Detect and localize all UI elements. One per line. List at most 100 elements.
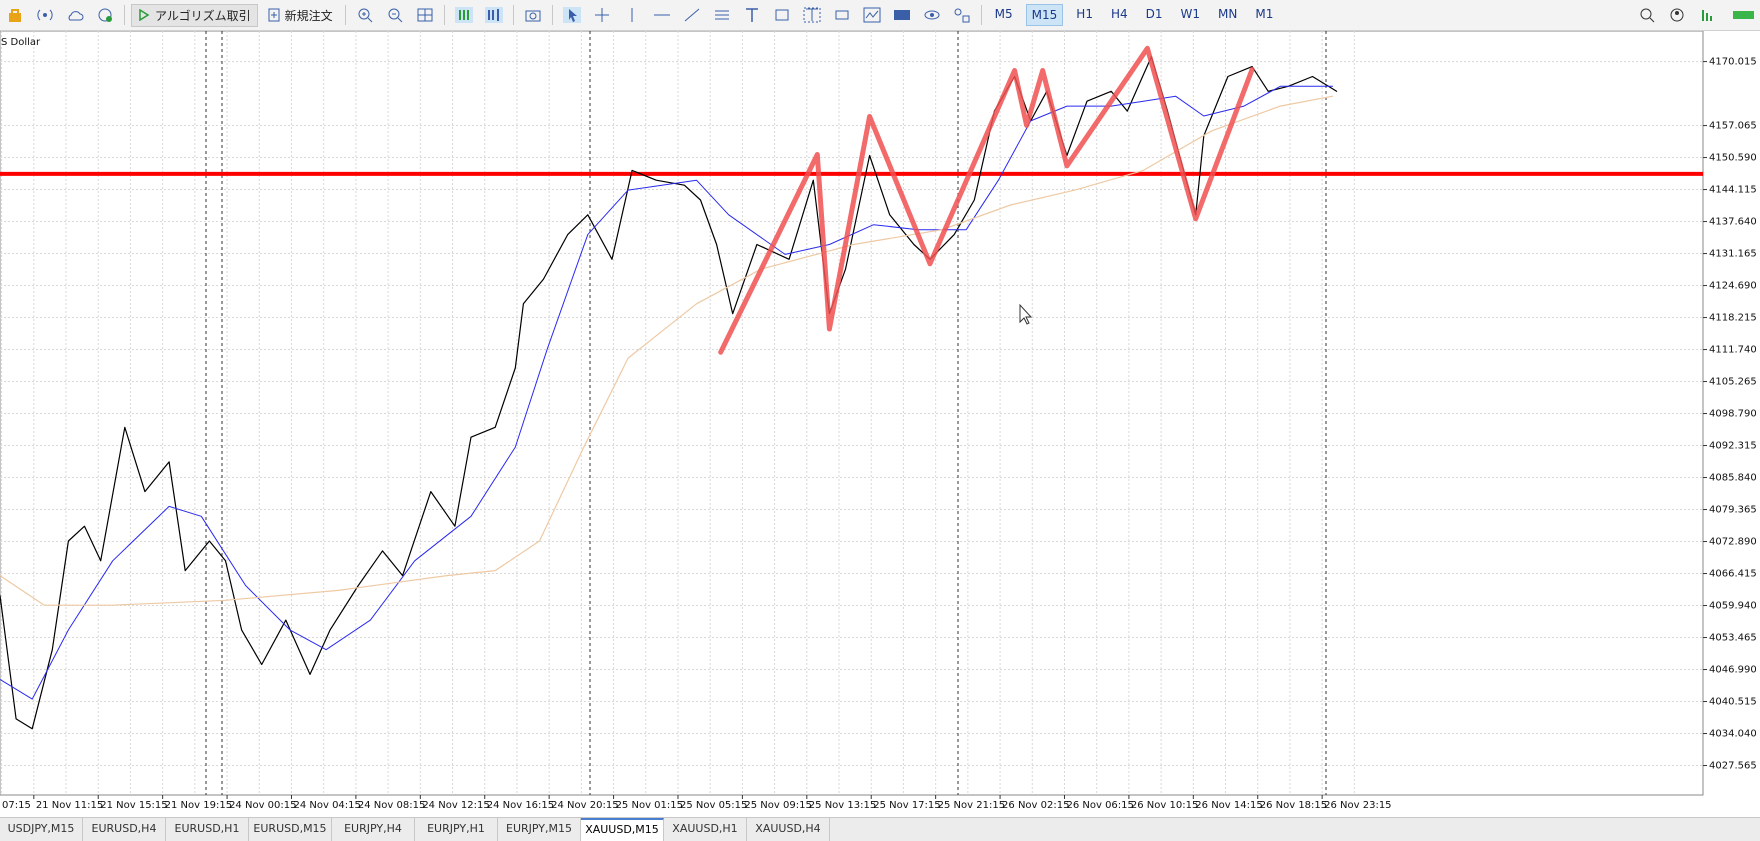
chart-tab[interactable]: EURJPY,H1 [415,818,498,841]
chart-tab[interactable]: EURJPY,M15 [498,818,581,841]
y-tick-label: 4170.015 [1709,57,1757,68]
y-tick-label: 4150.590 [1709,153,1757,164]
new-order-label: 新規注文 [284,8,333,23]
y-tick-label: 4124.690 [1709,281,1757,292]
chart-tab[interactable]: EURUSD,H4 [83,818,166,841]
timeframe-button[interactable]: M5 [994,7,1013,21]
vline-icon[interactable] [623,7,641,23]
y-tick-label: 4085.840 [1709,473,1757,484]
x-tick-label: 25 Nov 17:15 [873,800,940,811]
x-tick-label: 26 Nov 18:15 [1260,800,1327,811]
y-tick-label: 4137.640 [1709,217,1757,228]
globe-icon[interactable] [96,7,114,23]
timeframes: M5 M15 H1 H4 D1 W1 MN M1 [986,4,1283,26]
y-tick-label: 4079.365 [1709,505,1757,516]
order-icon [268,8,280,22]
y-tick-label: 4072.890 [1709,537,1757,548]
chart-tab[interactable]: EURUSD,M15 [249,818,332,841]
shift-icon[interactable] [484,7,503,23]
play-icon [139,9,150,21]
shape-icon[interactable] [773,7,791,23]
x-tick-label: 24 Nov 12:15 [422,800,489,811]
hline-icon[interactable] [653,7,671,23]
x-tick-label: 26 Nov 23:15 [1324,800,1391,811]
timeframe-button[interactable]: W1 [1180,7,1201,21]
y-tick-label: 4092.315 [1709,441,1757,452]
zoom-in-icon[interactable] [356,7,374,23]
trendline-icon[interactable] [683,7,701,23]
x-tick-label: 25 Nov 13:15 [809,800,876,811]
price-line [718,45,1255,355]
mouse-cursor [1019,303,1033,325]
y-tick-label: 4059.940 [1709,601,1757,612]
separator [344,5,346,25]
period-icon[interactable] [833,7,851,23]
tile-icon[interactable] [416,7,434,23]
chart-tab[interactable]: USDJPY,M15 [0,818,83,841]
timeframe-button[interactable]: H4 [1110,7,1128,21]
crosshair-icon[interactable] [593,7,611,23]
eye-icon[interactable] [923,7,941,23]
chart-tab[interactable]: XAUUSD,H4 [747,818,830,841]
account-icon[interactable] [1668,7,1686,23]
x-tick-label: 24 Nov 00:15 [229,800,296,811]
x-tick-label: 25 Nov 21:15 [938,800,1005,811]
toolbar: アルゴリズム取引 新規注文 M5 M15 H1 H4 D1 W1 MN M1 [0,0,1760,31]
price-line [0,95,1334,606]
zoom-out-icon[interactable] [386,7,404,23]
new-order-button[interactable]: 新規注文 [262,5,339,26]
signals-icon[interactable] [1698,7,1716,23]
algo-trading-label: アルゴリズム取引 [155,8,251,23]
ok-icon[interactable] [893,7,911,23]
level-icon[interactable] [1728,7,1754,23]
scroll-icon[interactable] [454,7,473,23]
x-tick-label: 25 Nov 05:15 [680,800,747,811]
price-line [0,85,1334,700]
y-tick-label: 4098.790 [1709,409,1757,420]
price-line [0,56,1338,730]
separator [443,5,445,25]
timeframe-button[interactable]: M15 [1025,4,1064,26]
x-tick-label: 26 Nov 06:15 [1066,800,1133,811]
chart-tab[interactable]: EURUSD,H1 [166,818,249,841]
cursor-icon[interactable] [562,7,581,23]
chart-tab[interactable]: XAUUSD,H1 [664,818,747,841]
cloud-icon[interactable] [66,7,84,23]
chart-tabs: USDJPY,M15 EURUSD,H4 EURUSD,H1 EURUSD,M15 EU… [0,817,1760,841]
timeframe-button[interactable]: M1 [1255,7,1274,21]
screenshot-icon[interactable] [524,7,542,23]
label-icon[interactable] [803,7,821,23]
search-icon[interactable] [1638,7,1656,23]
x-tick-label: 26 Nov 10:15 [1131,800,1198,811]
grid [0,31,1703,795]
algo-trading-button[interactable]: アルゴリズム取引 [131,3,258,27]
y-tick-label: 4066.415 [1709,569,1757,580]
x-tick-label: 24 Nov 16:15 [487,800,554,811]
x-tick-label: 24 Nov 20:15 [551,800,618,811]
indicator-icon[interactable] [863,7,881,23]
y-tick-label: 4144.115 [1709,185,1757,196]
signal-icon[interactable] [36,7,54,23]
chart-tab[interactable]: EURJPY,H4 [332,818,415,841]
y-tick-label: 4105.265 [1709,377,1757,388]
plot-area [0,31,1704,796]
y-tick-label: 4034.040 [1709,729,1757,740]
timeframe-button[interactable]: H1 [1076,7,1093,21]
y-tick-label: 4027.565 [1709,761,1757,772]
timeframe-button[interactable]: MN [1218,7,1238,21]
y-tick-label: 4131.165 [1709,249,1757,260]
text-icon[interactable] [743,7,761,23]
shapes-icon[interactable] [953,7,971,23]
timeframe-button[interactable]: D1 [1145,7,1163,21]
separator [551,5,553,25]
x-tick-label: 07:15 [2,800,31,811]
lock-icon[interactable] [6,7,24,23]
channel-icon[interactable] [713,7,731,23]
chart: S Dollar 4170.015 4157.065 4150.590 4144.11… [0,31,1757,811]
chart-tab[interactable]: XAUUSD,M15 [581,818,664,841]
x-tick-label: 25 Nov 09:15 [744,800,811,811]
y-tick-label: 4046.990 [1709,665,1757,676]
y-tick-label: 4118.215 [1709,313,1757,324]
